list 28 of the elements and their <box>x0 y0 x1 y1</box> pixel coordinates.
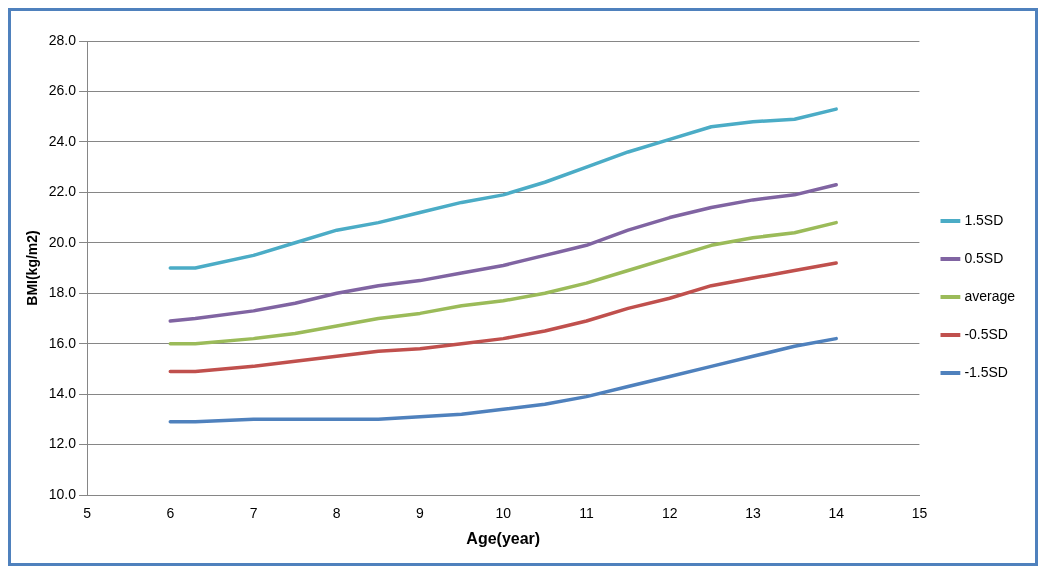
y-tick-label: 20.0 <box>48 233 77 250</box>
x-tick-label: 9 <box>416 505 425 522</box>
y-tick-label: 12.0 <box>48 435 77 452</box>
legend-label: -1.5SD <box>964 363 1008 380</box>
x-tick-label: 14 <box>828 505 845 522</box>
y-tick-label: 10.0 <box>48 485 77 502</box>
y-tick-label: 28.0 <box>48 31 77 48</box>
x-tick-label: 8 <box>332 505 341 522</box>
y-tick-label: 24.0 <box>48 132 77 149</box>
legend-label: average <box>964 287 1016 304</box>
x-tick-label: 7 <box>249 505 258 522</box>
y-tick-label: 16.0 <box>48 334 77 351</box>
x-tick-label: 5 <box>83 505 92 522</box>
x-tick-label: 6 <box>166 505 175 522</box>
legend-label: 0.5SD <box>964 249 1004 266</box>
y-tick-label: 18.0 <box>48 284 77 301</box>
y-axis-title: BMI(kg/m2) <box>24 230 41 306</box>
x-tick-label: 15 <box>911 505 928 522</box>
legend-label: 1.5SD <box>964 211 1004 228</box>
x-tick-label: 10 <box>495 505 512 522</box>
x-tick-label: 13 <box>745 505 761 522</box>
x-axis-title: Age(year) <box>466 529 541 547</box>
x-tick-label: 12 <box>661 505 678 522</box>
y-tick-label: 14.0 <box>48 384 77 401</box>
y-tick-label: 22.0 <box>48 183 77 200</box>
x-tick-label: 11 <box>579 505 594 522</box>
legend-label: -0.5SD <box>964 325 1008 342</box>
y-tick-label: 26.0 <box>48 82 77 99</box>
